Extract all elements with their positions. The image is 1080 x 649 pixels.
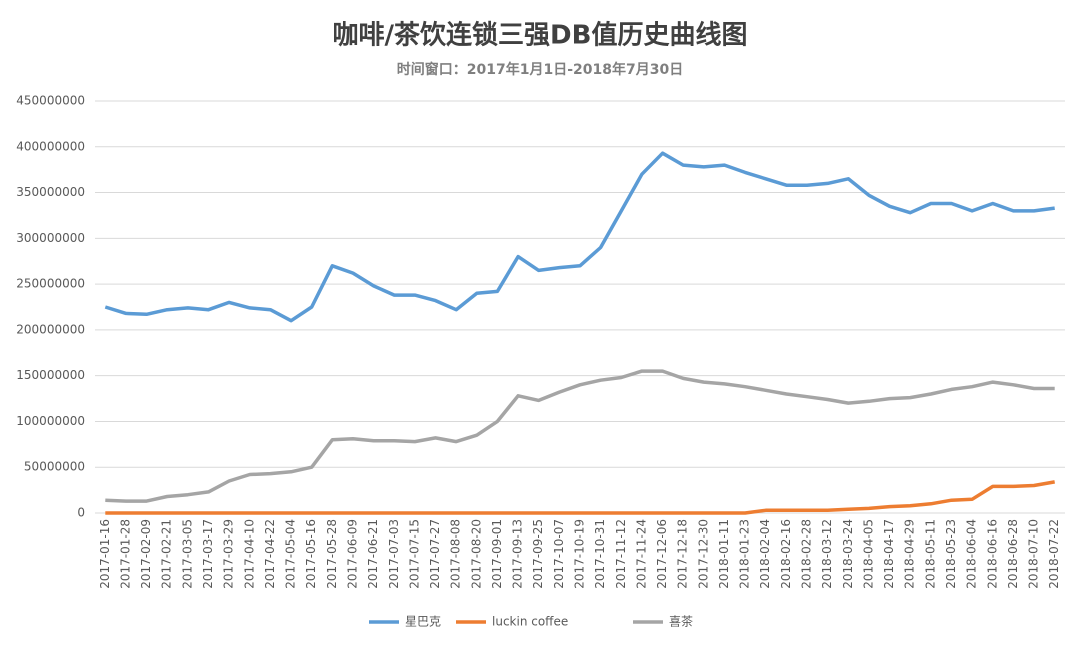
y-tick-label: 200000000 — [16, 322, 85, 336]
x-tick-label: 2017-01-16 — [98, 519, 112, 589]
x-tick-label: 2018-02-04 — [758, 519, 772, 589]
x-tick-label: 2018-05-11 — [923, 519, 937, 589]
x-tick-label: 2017-08-08 — [449, 519, 463, 589]
x-tick-label: 2017-06-21 — [366, 519, 380, 589]
x-tick-label: 2018-07-22 — [1047, 519, 1061, 589]
x-tick-label: 2018-01-11 — [717, 519, 731, 589]
x-tick-label: 2017-03-17 — [201, 519, 215, 589]
y-tick-label: 300000000 — [16, 231, 85, 245]
x-tick-label: 2017-12-18 — [676, 519, 690, 589]
y-tick-label: 250000000 — [16, 277, 85, 291]
chart-title: 咖啡/茶饮连锁三强DB值历史曲线图 — [333, 20, 748, 51]
x-tick-label: 2017-05-28 — [325, 519, 339, 589]
x-tick-label: 2017-02-21 — [160, 519, 174, 589]
y-tick-label: 400000000 — [16, 139, 85, 153]
x-tick-label: 2018-04-05 — [861, 519, 875, 589]
x-tick-label: 2017-09-25 — [531, 519, 545, 589]
y-tick-label: 450000000 — [16, 94, 85, 108]
chart-subtitle: 时间窗口：2017年1月1日-2018年7月30日 — [397, 61, 683, 78]
x-tick-label: 2018-03-12 — [820, 519, 834, 589]
x-tick-label: 2017-10-07 — [552, 519, 566, 589]
grid: 0 50000000 100000000 150000000 200000000 2500… — [16, 94, 1065, 589]
x-tick-label: 2018-07-10 — [1027, 519, 1041, 589]
x-tick-label: 2017-07-03 — [387, 519, 401, 589]
y-tick-label: 100000000 — [16, 414, 85, 428]
y-tick-label: 0 — [77, 506, 85, 520]
x-tick-label: 2018-06-04 — [965, 519, 979, 589]
x-tick-label: 2017-12-30 — [696, 519, 710, 589]
y-tick-label: 350000000 — [16, 185, 85, 199]
x-tick-label: 2017-12-06 — [655, 519, 669, 589]
x-tick-label: 2017-02-09 — [139, 519, 153, 589]
series-line — [104, 151, 1055, 323]
x-tick-label: 2017-05-04 — [284, 519, 298, 589]
x-tick-label: 2018-03-24 — [841, 519, 855, 589]
series-line — [105, 369, 1055, 503]
x-tick-label: 2017-07-15 — [407, 519, 421, 589]
x-tick-label: 2018-01-23 — [738, 519, 752, 589]
legend: 星巴克 luckin coffee 喜茶 — [369, 614, 693, 629]
x-tick-label: 2017-04-22 — [263, 519, 277, 589]
x-tick-label: 2017-11-24 — [634, 519, 648, 589]
x-tick-label: 2017-10-19 — [573, 519, 587, 589]
x-tick-label: 2017-04-10 — [242, 519, 256, 589]
x-tick-label: 2017-10-31 — [593, 519, 607, 589]
x-tick-label: 2017-07-27 — [428, 519, 442, 589]
x-tick-label: 2017-08-20 — [469, 519, 483, 589]
x-tick-label: 2018-04-17 — [882, 519, 896, 589]
y-tick-label: 50000000 — [24, 460, 85, 474]
x-tick-label: 2017-06-09 — [345, 519, 359, 589]
x-tick-label: 2018-06-16 — [985, 519, 999, 589]
x-tick-label: 2017-11-12 — [614, 519, 628, 589]
x-tick-label: 2018-05-23 — [944, 519, 958, 589]
x-tick-label: 2017-05-16 — [304, 519, 318, 589]
x-tick-label: 2018-02-28 — [800, 519, 814, 589]
x-tick-label: 2017-09-13 — [511, 519, 525, 589]
legend-label: 喜茶 — [669, 614, 693, 629]
series-line — [105, 480, 1055, 515]
legend-label: luckin coffee — [492, 615, 568, 629]
x-tick-label: 2017-03-05 — [180, 519, 194, 589]
x-tick-label: 2017-03-29 — [222, 519, 236, 589]
x-tick-label: 2018-04-29 — [903, 519, 917, 589]
plot — [104, 151, 1055, 515]
y-tick-label: 150000000 — [16, 368, 85, 382]
x-tick-label: 2017-01-28 — [118, 519, 132, 589]
x-tick-label: 2018-02-16 — [779, 519, 793, 589]
x-tick-label: 2018-06-28 — [1006, 519, 1020, 589]
legend-label: 星巴克 — [405, 615, 441, 629]
x-tick-label: 2017-09-01 — [490, 519, 504, 589]
